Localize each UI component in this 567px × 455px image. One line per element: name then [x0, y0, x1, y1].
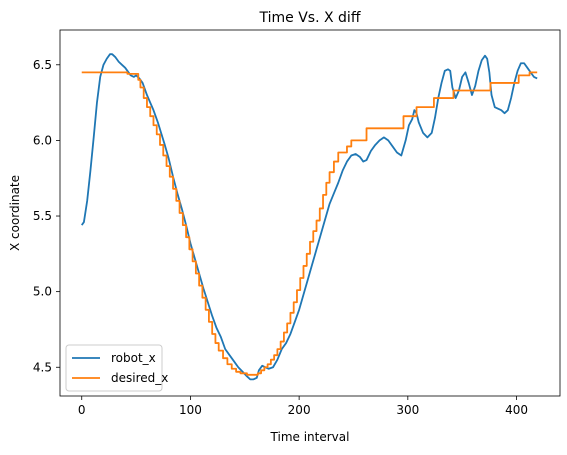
x-tick-label: 400 [505, 403, 528, 417]
y-axis-label: X coordinate [8, 175, 22, 251]
y-tick-label: 5.5 [33, 209, 52, 223]
series-line-desired-x [81, 71, 538, 376]
x-tick-label: 300 [396, 403, 419, 417]
x-axis: 0 100 200 300 400 [78, 396, 528, 417]
y-axis: 4.5 5.0 5.5 6.0 6.5 [33, 58, 60, 374]
axes-frame [59, 29, 561, 397]
plot-area [81, 53, 538, 381]
legend: robot_x desired_x [65, 344, 168, 392]
x-tick-label: 200 [288, 403, 311, 417]
legend-label-desired-x: desired_x [111, 371, 168, 385]
y-tick-label: 6.0 [33, 133, 52, 147]
y-tick-label: 5.0 [33, 285, 52, 299]
chart-title: Time Vs. X diff [259, 10, 361, 26]
legend-frame [65, 344, 163, 392]
x-tick-label: 0 [78, 403, 86, 417]
legend-label-robot-x: robot_x [111, 351, 156, 365]
y-tick-label: 4.5 [33, 360, 52, 374]
x-axis-label: Time interval [270, 430, 350, 444]
series-line-robot-x [81, 53, 538, 381]
y-tick-label: 6.5 [33, 58, 52, 72]
x-tick-label: 100 [179, 403, 202, 417]
